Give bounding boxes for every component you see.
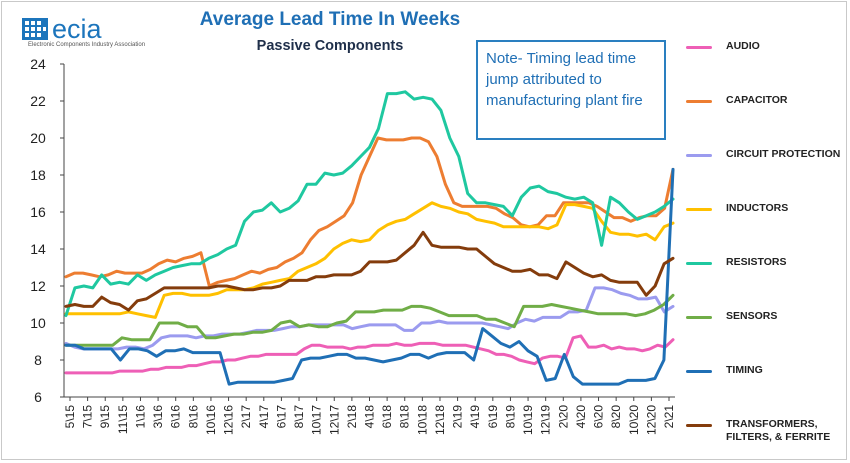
legend-swatch [686,208,712,211]
x-tick-label: 6\20 [592,405,606,429]
timing-note-box: Note- Timing lead time jump attributed t… [476,40,666,140]
y-tick-label: 8 [34,352,42,368]
y-tick-label: 14 [30,241,46,257]
x-tick-label: 6\18 [380,405,394,429]
legend-item-timing: TIMING [684,360,844,390]
x-tick-label: 6\16 [169,405,183,429]
x-tick-label: 6\17 [274,405,288,429]
x-tick-label: 2\18 [345,405,359,429]
legend-swatch [686,316,712,319]
y-tick-label: 24 [30,56,46,72]
x-tick-label: 4\17 [257,405,271,429]
x-tick-label: 2\19 [451,405,465,429]
legend-label: TIMING [726,364,844,377]
x-tick-label: 4\20 [574,405,588,429]
x-tick-label: 12\17 [327,405,341,435]
legend-item-sensors: SENSORS [684,306,844,336]
x-tick-label: 10\17 [310,405,324,435]
x-tick-label: 4\18 [363,405,377,429]
plot-area: 6 8 10 12 14 16 18 20 22 24 5\15 7\15 9\15 11\15 1\16 3… [0,0,850,463]
legend-label: CIRCUIT PROTECTION [726,148,844,161]
x-tick-label: 12\16 [222,405,236,435]
legend-label: TRANSFORMERS, FILTERS, & FERRITE [726,418,844,444]
y-tick-label: 12 [30,278,46,294]
y-tick-label: 20 [30,130,46,146]
x-tick-label: 10\19 [521,405,535,435]
legend-item-transformers-filters-ferrite: TRANSFORMERS, FILTERS, & FERRITE [684,414,844,444]
x-tick-label: 12\18 [433,405,447,435]
x-tick-label: 8\18 [398,405,412,429]
legend-swatch [686,100,712,103]
x-tick-label: 1\16 [133,405,147,429]
y-tick-label: 18 [30,167,46,183]
x-tick-label: 8\17 [292,405,306,429]
legend-label: SENSORS [726,310,844,323]
legend-item-circuit-protection: CIRCUIT PROTECTION [684,144,844,174]
x-tick-label: 2\17 [239,405,253,429]
x-tick-label: 9\15 [98,405,112,429]
legend-item-capacitor: CAPACITOR [684,90,844,120]
legend-swatch [686,424,712,427]
legend-swatch [686,46,712,49]
series-line-inductors [66,203,673,318]
x-tick-label: 8\19 [503,405,517,429]
x-tick-label: 7\15 [81,405,95,429]
x-tick-label: 12\20 [644,405,658,435]
legend-item-resistors: RESISTORS [684,252,844,282]
legend-label: CAPACITOR [726,94,844,107]
y-tick-label: 22 [30,93,46,109]
legend-label: RESISTORS [726,256,844,269]
y-tick-label: 10 [30,315,46,331]
legend-swatch [686,370,712,373]
y-tick-label: 6 [34,389,42,405]
x-tick-label: 10\16 [204,405,218,435]
legend-label: INDUCTORS [726,202,844,215]
x-tick-label: 10\20 [627,405,641,435]
legend-item-audio: AUDIO [684,36,844,66]
x-tick-label: 12\19 [539,405,553,435]
x-tick-label: 8\16 [186,405,200,429]
legend-label: AUDIO [726,40,844,53]
x-tick-label: 5\15 [63,405,77,429]
x-tick-label: 11\15 [116,405,130,434]
x-tick-label: 10\18 [415,405,429,435]
series-line-transformers-filters-ferrite [66,232,673,310]
legend-item-inductors: INDUCTORS [684,198,844,228]
y-tick-label: 16 [30,204,46,220]
x-tick-label: 3\16 [151,405,165,429]
x-tick-label: 2\20 [556,405,570,429]
x-tick-label: 8\20 [609,405,623,429]
x-tick-label: 4\19 [468,405,482,429]
legend-swatch [686,262,712,265]
x-tick-label: 2\21 [662,405,676,429]
legend-swatch [686,154,712,157]
x-tick-label: 6\19 [486,405,500,429]
